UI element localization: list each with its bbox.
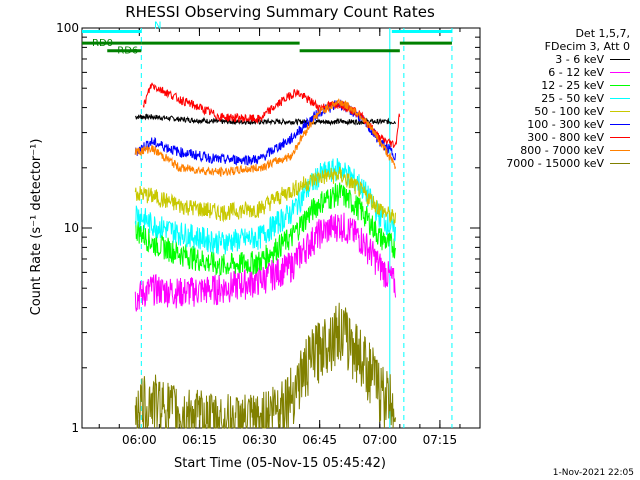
y-tick-label: 10 [64,221,79,235]
legend-swatch [610,137,630,138]
series-line-8 [134,302,396,430]
x-tick-label: 07:15 [423,433,458,447]
legend-label: 12 - 25 keV [541,79,604,92]
legend-entry: 300 - 800 keV [495,131,630,144]
legend-label: 800 - 7000 keV [520,144,604,157]
legend: Det 1,5,7, FDecim 3, Att 0 3 - 6 keV 6 - … [495,27,630,170]
legend-entry: 800 - 7000 keV [495,144,630,157]
chart-title: RHESSI Observing Summary Count Rates [125,3,435,21]
series-line-1 [134,212,396,312]
legend-label: 50 - 100 keV [534,105,604,118]
series-line-6 [142,82,401,149]
x-axis-label: Start Time (05-Nov-15 05:45:42) [174,456,386,471]
legend-entry: 50 - 100 keV [495,105,630,118]
y-axis-label: Count Rate (s⁻¹ detector⁻¹) [29,139,44,316]
x-tick-label: 06:45 [302,433,337,447]
legend-swatch [610,124,630,125]
legend-swatch [610,111,630,112]
legend-swatch [610,150,630,151]
timestamp-footer: 1-Nov-2021 22:05 [552,468,634,478]
legend-header-line-1: Det 1,5,7, [575,27,630,40]
legend-header-line-2: FDecim 3, Att 0 [544,40,630,53]
legend-entry: 100 - 300 keV [495,118,630,131]
legend-entry: 25 - 50 keV [495,92,630,105]
legend-entry: 7000 - 15000 keV [495,157,630,170]
x-tick-label: 06:00 [122,433,157,447]
legend-label: 3 - 6 keV [555,53,604,66]
state-bar-label: RD0 [92,38,113,49]
series-line-2 [134,182,396,277]
y-tick-label: 1 [71,421,79,435]
series-line-7 [134,98,396,177]
series-line-4 [134,166,396,225]
series-line-5 [134,99,396,166]
series-line-0 [134,113,396,127]
legend-entry: 3 - 6 keV [495,53,630,66]
legend-label: 100 - 300 keV [527,118,604,131]
x-tick-label: 07:00 [363,433,398,447]
legend-label: 300 - 800 keV [527,131,604,144]
series-line-3 [134,158,396,255]
legend-swatch [610,98,630,99]
x-tick-label: 06:30 [242,433,277,447]
y-tick-label: 100 [56,21,79,35]
legend-swatch [610,85,630,86]
legend-entry: 6 - 12 keV [495,66,630,79]
legend-swatch [610,72,630,73]
legend-swatch [610,59,630,60]
state-bar-label: RD6 [117,46,138,57]
legend-swatch [610,163,630,164]
x-tick-label: 06:15 [182,433,217,447]
legend-label: 6 - 12 keV [548,66,604,79]
state-bar-label: N [154,21,161,32]
legend-label: 25 - 50 keV [541,92,604,105]
legend-entry: 12 - 25 keV [495,79,630,92]
legend-label: 7000 - 15000 keV [506,157,604,170]
